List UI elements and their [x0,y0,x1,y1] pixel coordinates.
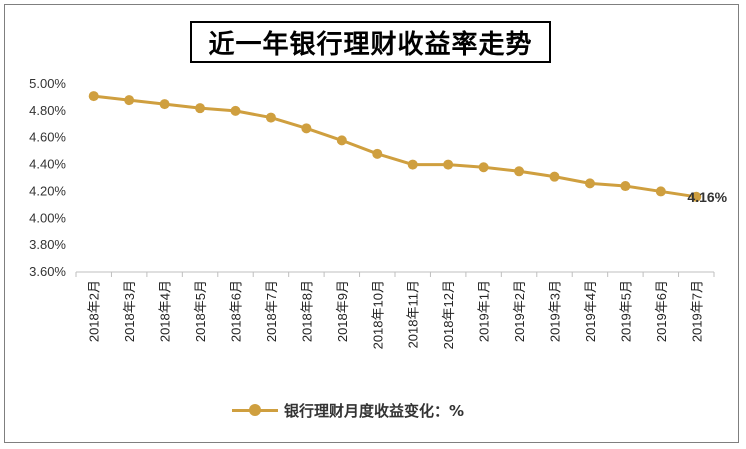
data-point [88,91,99,102]
x-tick-label: 2018年7月 [264,280,279,342]
x-tick-label: 2019年4月 [583,280,598,342]
x-tick-label: 2018年6月 [229,280,244,342]
x-tick-label: 2019年1月 [477,280,492,342]
y-tick-label: 4.20% [29,183,66,198]
data-point [514,166,525,177]
legend: 银行理财月度收益变化：% [232,398,464,422]
series-polyline [93,94,697,199]
chart-frame [4,4,739,443]
x-tick-label: 2018年2月 [87,280,102,342]
x-tick-label: 2018年3月 [122,280,137,342]
data-point [195,103,206,114]
data-point [549,171,560,182]
x-axis: 2018年2月 2018年3月 2018年4月 2018年5月 2018年6月 2018年… [75,271,715,349]
y-tick-label: 4.80% [29,103,66,118]
legend-swatch [232,403,278,417]
data-point [124,95,135,106]
x-tick-label: 2019年5月 [618,280,633,342]
data-point [407,159,418,170]
data-point [301,123,312,134]
x-tick-label: 2018年4月 [158,280,173,342]
y-axis: 3.60% 3.80% 4.00% 4.20% 4.40% 4.60% 4.80% 5.00% [29,76,66,279]
y-tick-label: 4.60% [29,130,66,145]
x-tick-label: 2018年12月 [441,280,456,349]
data-point [443,159,454,170]
data-point [691,191,702,202]
data-label: 4.16% [687,189,727,205]
x-tick-label: 2019年2月 [512,280,527,342]
legend-label: 银行理财月度收益变化：% [284,401,465,420]
y-tick-label: 4.00% [29,210,66,225]
x-tick-label: 2019年6月 [654,280,669,342]
y-tick-label: 4.40% [29,157,66,172]
data-labels: 4.16% [687,189,727,205]
data-point [372,148,383,159]
x-tick-label: 2018年8月 [299,280,314,342]
x-tick-label: 2019年3月 [548,280,563,342]
x-tick-label: 2018年10月 [370,280,385,349]
y-tick-label: 5.00% [29,76,66,91]
x-tick-label: 2018年9月 [335,280,350,342]
data-point [655,186,666,197]
data-point [584,178,595,189]
y-tick-label: 3.80% [29,237,66,252]
data-point [336,135,347,146]
y-tick-label: 3.60% [29,264,66,279]
chart-title: 近一年银行理财收益率走势 [190,21,551,63]
x-tick-label: 2018年11月 [406,280,421,348]
data-point [230,105,241,116]
data-point [265,112,276,123]
x-tick-label: 2018年5月 [193,280,208,342]
data-point [478,162,489,173]
data-point [159,99,170,110]
data-point [620,181,631,192]
x-tick-label: 2019年7月 [689,280,704,342]
series-line [88,91,702,202]
